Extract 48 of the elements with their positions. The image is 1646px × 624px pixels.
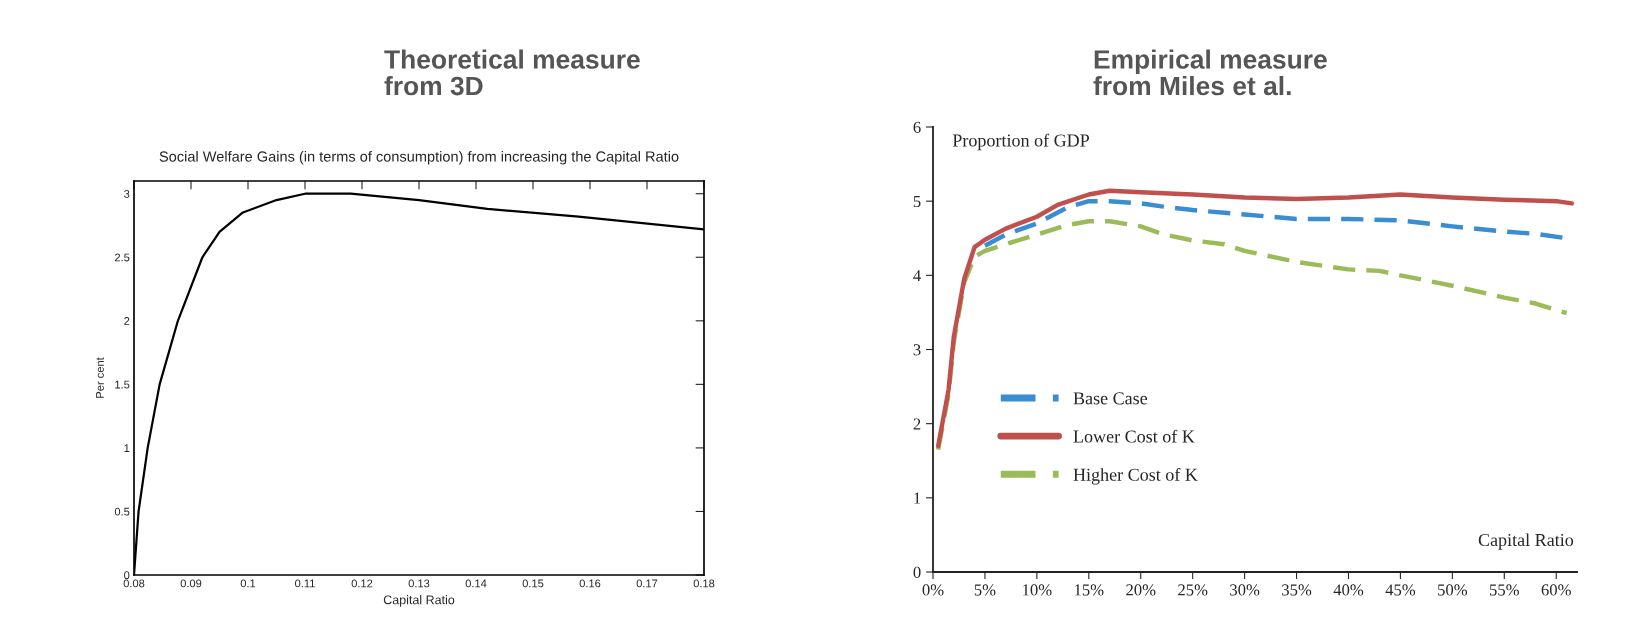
y-tick-label: 2 [124,317,130,325]
y-tick-label: 0.5 [114,507,130,516]
x-tick-label: 10% [1023,584,1052,596]
y-tick-label: 0 [913,566,921,578]
y-tick-label: 2 [913,418,921,430]
x-tick-label: 60% [1541,584,1571,596]
x-tick-label: 0.13 [408,579,430,588]
x-tick-label: 0.15 [522,579,544,588]
y-tick-label: 1 [914,492,921,504]
x-tick-label: 40% [1333,584,1364,596]
x-axis-title: Capital Ratio [1478,533,1574,550]
y-tick-label: 4 [913,270,921,282]
x-tick-label: 0.11 [295,579,315,588]
chart-title: Theoretical measure from 3D [384,49,640,96]
x-tick-label: 50% [1438,584,1468,596]
y-tick-label: 1.5 [115,380,130,389]
x-tick-label: 25% [1178,584,1208,596]
y-tick-label: 1 [124,444,130,452]
x-tick-label: 15% [1075,584,1104,596]
x-axis-title: Capital Ratio [383,595,455,607]
legend-label: Higher Cost of K [1073,467,1198,485]
x-tick-label: 20% [1126,584,1156,596]
y-tick-label: 5 [913,196,921,208]
x-tick-label: 55% [1489,584,1519,596]
y-tick-label: 6 [913,121,921,133]
x-tick-label: 0.18 [693,579,715,588]
y-tick-label: 3 [124,189,130,198]
x-tick-label: 5% [974,584,996,596]
x-tick-label: 0.08 [123,579,145,588]
chart-subtitle: Social Welfare Gains (in terms of consumption) from increasing the Capital Ratio [159,150,679,165]
x-tick-label: 35% [1282,584,1312,596]
x-tick-label: 0% [922,584,944,596]
x-tick-label: 0.12 [351,579,373,588]
x-tick-label: 0.1 [240,579,256,588]
x-tick-label: 45% [1385,584,1416,596]
y-axis-title: Proportion of GDP [952,133,1090,151]
x-tick-label: 0.16 [579,579,601,588]
x-tick-label: 0.09 [180,579,202,588]
y-tick-label: 3 [913,344,921,356]
y-axis-title: Per cent [96,357,104,398]
legend-label: Base Case [1073,392,1148,405]
y-tick-label: 2.5 [114,253,130,262]
x-tick-label: 0.17 [636,579,658,588]
x-tick-label: 0.14 [465,579,487,588]
y-tick-label: 0 [124,571,130,580]
chart-title: Empirical measure from Miles et al. [1093,49,1327,96]
legend-label: Lower Cost of K [1073,429,1195,443]
x-tick-label: 30% [1230,584,1260,596]
